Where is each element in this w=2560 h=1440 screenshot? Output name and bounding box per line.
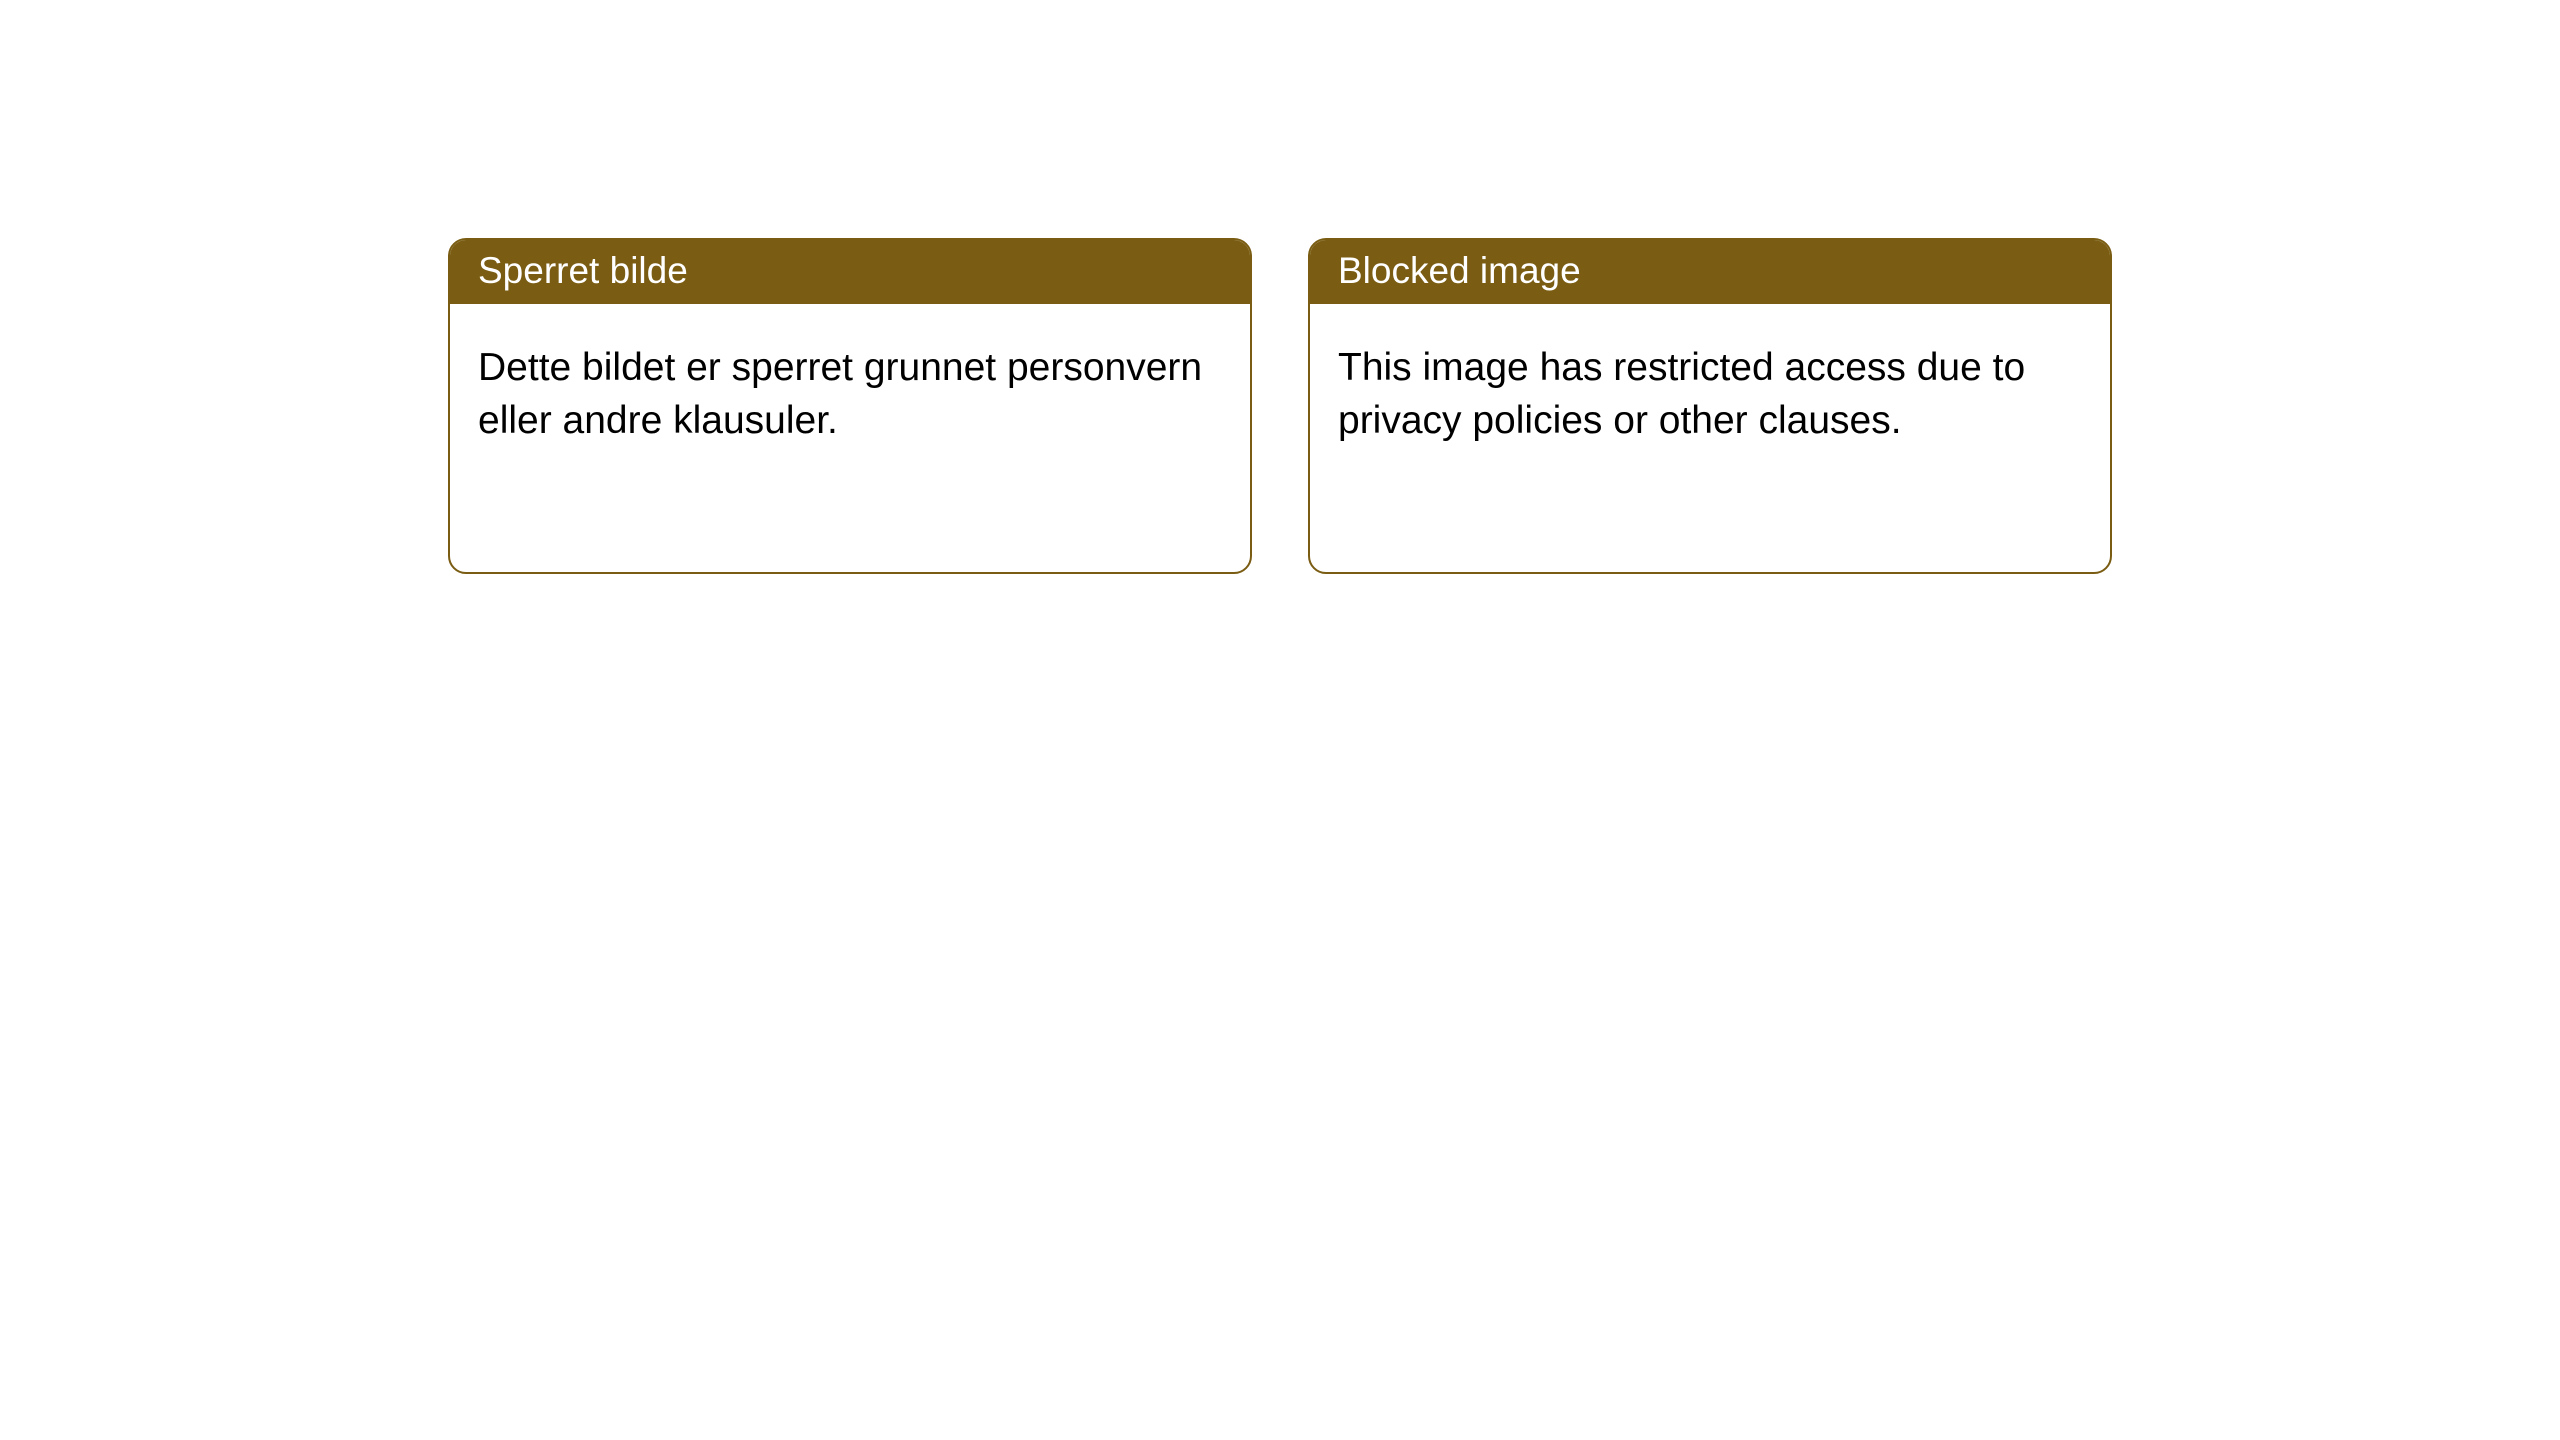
notice-cards-container: Sperret bilde Dette bildet er sperret gr…	[448, 238, 2112, 574]
blocked-image-card-english: Blocked image This image has restricted …	[1308, 238, 2112, 574]
card-header-norwegian: Sperret bilde	[450, 240, 1250, 304]
blocked-image-card-norwegian: Sperret bilde Dette bildet er sperret gr…	[448, 238, 1252, 574]
card-header-english: Blocked image	[1310, 240, 2110, 304]
card-text-english: This image has restricted access due to …	[1338, 342, 2082, 447]
card-body-norwegian: Dette bildet er sperret grunnet personve…	[450, 304, 1250, 572]
card-text-norwegian: Dette bildet er sperret grunnet personve…	[478, 342, 1222, 447]
card-body-english: This image has restricted access due to …	[1310, 304, 2110, 572]
